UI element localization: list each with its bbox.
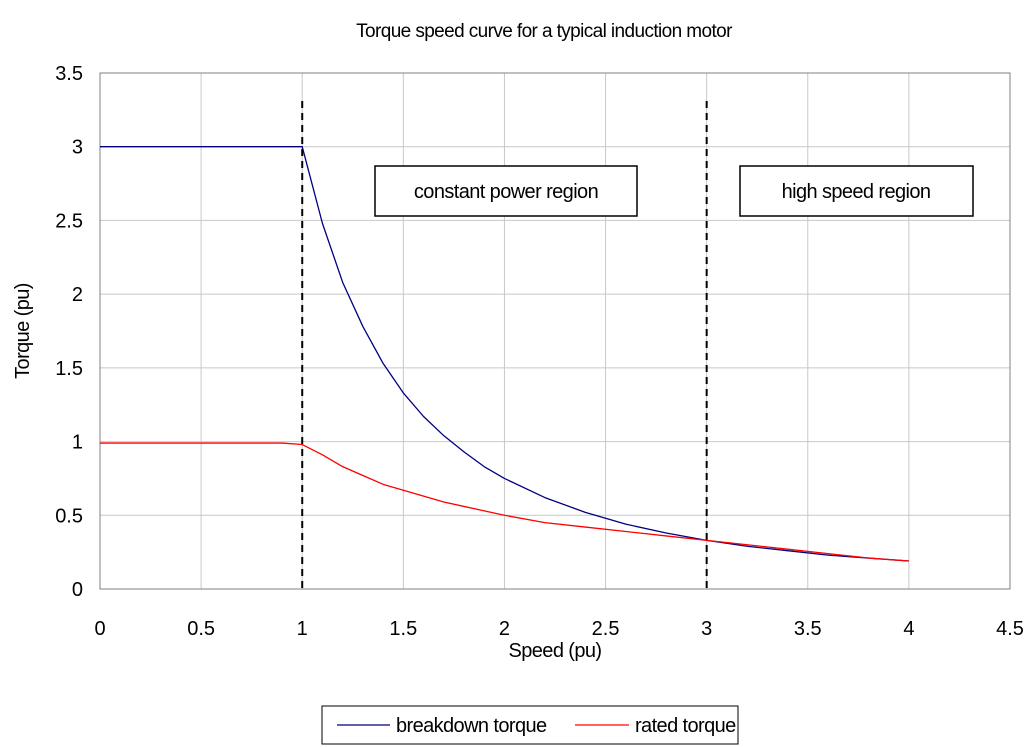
gridlines [99,72,1011,590]
annotation-constant-power: constant power region [374,165,638,217]
series-line-breakdown-torque [100,146,909,562]
y-tick-label: 1.5 [55,358,83,380]
y-tick-label: 3 [72,137,83,159]
x-tick-label: 4 [903,618,914,640]
annotation-constant-power-text: constant power region [414,181,598,203]
x-tick-label: 0 [94,618,105,640]
series-line-rated-torque [100,442,909,562]
y-tick-labels: 0 0.5 1 1.5 2 2.5 3 3.5 [55,63,83,601]
legend-box [321,705,739,745]
annotation-high-speed: high speed region [739,165,974,217]
x-axis-label: Speed (pu) [509,640,602,662]
legend-label-rated: rated torque [635,715,736,737]
y-tick-label: 2.5 [55,210,83,232]
x-tick-label: 3.5 [794,618,822,640]
x-tick-label: 3 [701,618,712,640]
legend-label-breakdown: breakdown torque [396,715,547,737]
plot-area-border [99,72,1011,590]
x-tick-label: 4.5 [996,618,1024,640]
legend: breakdown torque rated torque [321,705,739,745]
y-tick-label: 1 [72,432,83,454]
y-tick-label: 0.5 [55,505,83,527]
x-tick-labels: 0 0.5 1 1.5 2 2.5 3 3.5 4 4.5 [94,618,1023,640]
x-tick-label: 2 [499,618,510,640]
x-tick-label: 2.5 [592,618,620,640]
series-lines [100,146,909,562]
chart-title: Torque speed curve for a typical inducti… [356,21,733,42]
x-tick-label: 0.5 [187,618,215,640]
annotation-high-speed-text: high speed region [782,181,931,203]
x-tick-label: 1 [297,618,308,640]
y-tick-label: 0 [72,579,83,601]
y-tick-label: 3.5 [55,63,83,85]
y-tick-label: 2 [72,284,83,306]
y-axis-label: Torque (pu) [12,283,34,379]
reference-lines [301,101,708,590]
x-tick-label: 1.5 [389,618,417,640]
